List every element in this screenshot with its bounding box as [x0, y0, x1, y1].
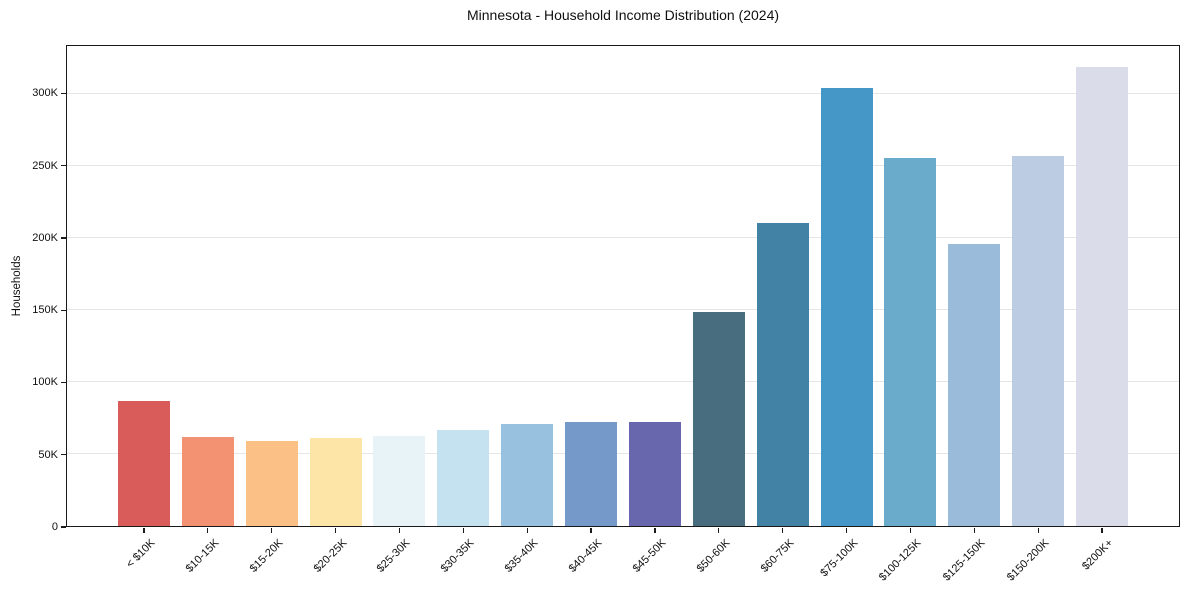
bar-150-200k [1012, 156, 1065, 526]
x-tick-label: $10-15K [183, 537, 222, 575]
x-tick-label: $20-25K [311, 537, 350, 575]
x-tick-label: $200K+ [1080, 537, 1116, 573]
x-tick-mark [654, 527, 656, 533]
y-tick-label: 250K [32, 159, 58, 172]
gridline [67, 309, 1179, 311]
y-tick-mark [61, 92, 66, 94]
chart-title: Minnesota - Household Income Distributio… [466, 7, 780, 23]
bar-10-15k [181, 436, 234, 526]
bar-slot: $25-30K [368, 46, 432, 575]
x-tick-mark [143, 527, 145, 533]
bar-40-45k [565, 422, 618, 526]
x-tick-label: < $10K [124, 537, 158, 571]
x-tick-label: $150-200K [1005, 537, 1052, 584]
x-tick-mark [782, 527, 784, 533]
bar-10k [117, 400, 170, 526]
x-tick-label: $100-125K [877, 537, 924, 584]
y-tick-label: 200K [32, 231, 58, 244]
x-tick-mark [462, 527, 464, 533]
bar-slot: $150-200K [1005, 46, 1070, 584]
y-tick-mark [61, 237, 66, 239]
bar-series: < $10K $10-15K $15-20K $20-25K $25-30K $30-35… [67, 46, 1179, 584]
bar-30-35k [437, 430, 490, 526]
gridline [67, 453, 1179, 455]
bar-35-40k [501, 423, 554, 526]
x-tick-label: $15-20K [247, 537, 286, 575]
x-tick-label: $60-75K [758, 537, 797, 575]
x-tick-mark [909, 527, 912, 533]
x-tick-mark [845, 527, 848, 533]
gridline [67, 93, 1179, 95]
x-tick-label: $50-60K [694, 537, 733, 575]
plot-area: < $10K $10-15K $15-20K $20-25K $25-30K $30-35… [66, 45, 1180, 584]
bar-slot: $15-20K [240, 46, 304, 575]
bar-60-75k [756, 223, 809, 526]
x-tick-mark [526, 527, 528, 533]
x-tick-mark [334, 527, 337, 533]
x-tick-mark [271, 527, 273, 533]
x-tick-mark [973, 527, 975, 533]
bar-slot: $40-45K [559, 46, 623, 575]
x-tick-mark [398, 527, 401, 533]
bar-slot: $100-125K [877, 46, 943, 584]
gridline [67, 381, 1179, 383]
x-tick-label: $25-30K [375, 537, 413, 575]
y-tick-mark [61, 526, 66, 528]
y-tick-mark [61, 381, 66, 384]
y-tick-mark [61, 165, 66, 167]
bar-slot: $30-35K [431, 46, 495, 575]
bar-slot: $60-75K [751, 46, 815, 575]
bar-200k [1076, 66, 1129, 526]
x-tick-label: $45-50K [630, 537, 669, 575]
x-tick-label: $125-150K [941, 537, 988, 584]
y-tick-label: 300K [32, 87, 58, 100]
x-tick-mark [590, 527, 592, 533]
gridline [67, 237, 1179, 239]
bar-slot: $200K+ [1070, 46, 1134, 573]
y-tick-label: 150K [32, 304, 58, 317]
gridline [67, 165, 1179, 167]
bar-slot: $75-100K [815, 46, 879, 579]
bar-45-50k [628, 421, 681, 526]
bar-15-20k [245, 441, 298, 526]
bar-slot: $10-15K [176, 46, 240, 575]
bar-slot: $45-50K [623, 46, 687, 575]
y-tick-label: 100K [32, 376, 58, 389]
bar-25-30k [373, 436, 426, 526]
x-tick-mark [1101, 527, 1103, 533]
x-tick-mark [718, 527, 720, 533]
x-tick-label: $75-100K [817, 537, 861, 580]
x-tick-label: $35-40K [502, 537, 541, 575]
y-tick-label: 0 [51, 521, 58, 533]
bar-20-25k [309, 438, 362, 526]
bar-75-100k [820, 88, 873, 526]
y-tick-label: 50K [38, 448, 58, 461]
bar-100-125k [884, 158, 937, 526]
bar-slot: $35-40K [495, 46, 559, 575]
bar-slot: $50-60K [687, 46, 751, 575]
y-tick-mark [61, 454, 66, 456]
bar-slot: $125-150K [941, 46, 1006, 584]
x-tick-label: $30-35K [438, 537, 477, 575]
x-tick-mark [1037, 527, 1039, 533]
y-tick-mark [61, 309, 66, 311]
bar-125-150k [948, 243, 1001, 526]
x-tick-mark [207, 527, 209, 533]
bar-50-60k [692, 312, 745, 526]
x-tick-label: $40-45K [566, 537, 605, 575]
bar-slot: $20-25K [304, 46, 368, 575]
bar-slot: < $10K [112, 46, 176, 570]
